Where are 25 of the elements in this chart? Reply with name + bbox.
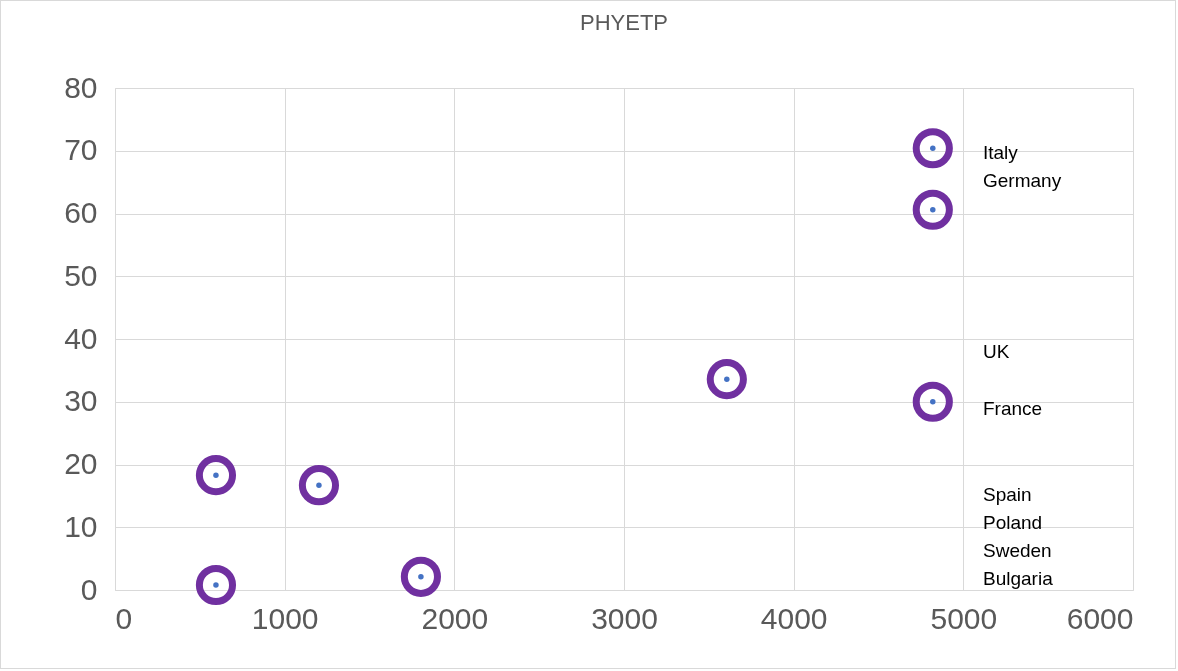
x-tick-label: 4000 xyxy=(760,601,828,635)
x-tick-label: 5000 xyxy=(930,601,998,635)
x-tick-label: 1000 xyxy=(251,601,319,635)
y-tick-label: 30 xyxy=(64,384,98,418)
y-tick-label: 0 xyxy=(80,572,98,606)
x-tick-label: 6000 xyxy=(1066,601,1134,635)
x-tick-label: 0 xyxy=(115,601,133,635)
annotation: UK xyxy=(983,341,1010,362)
annotation: Bulgaria xyxy=(983,568,1054,589)
chart-title: PHYETP xyxy=(579,10,669,35)
annotation: Germany xyxy=(983,170,1062,191)
annotation: Poland xyxy=(983,512,1043,533)
x-tick-label: 2000 xyxy=(421,601,489,635)
x-tick-label: 3000 xyxy=(591,601,658,635)
y-tick-label: 60 xyxy=(64,196,98,229)
annotation: Spain xyxy=(983,484,1032,505)
y-tick-label: 50 xyxy=(64,258,98,292)
y-tick-label: 70 xyxy=(64,133,98,167)
annotation: France xyxy=(983,398,1043,419)
annotation: Sweden xyxy=(983,540,1052,561)
y-tick-label: 10 xyxy=(64,509,98,543)
y-tick-label: 40 xyxy=(64,321,98,355)
annotation: Italy xyxy=(983,142,1019,163)
y-tick-label: 80 xyxy=(64,70,98,104)
y-tick-label: 20 xyxy=(64,447,98,480)
